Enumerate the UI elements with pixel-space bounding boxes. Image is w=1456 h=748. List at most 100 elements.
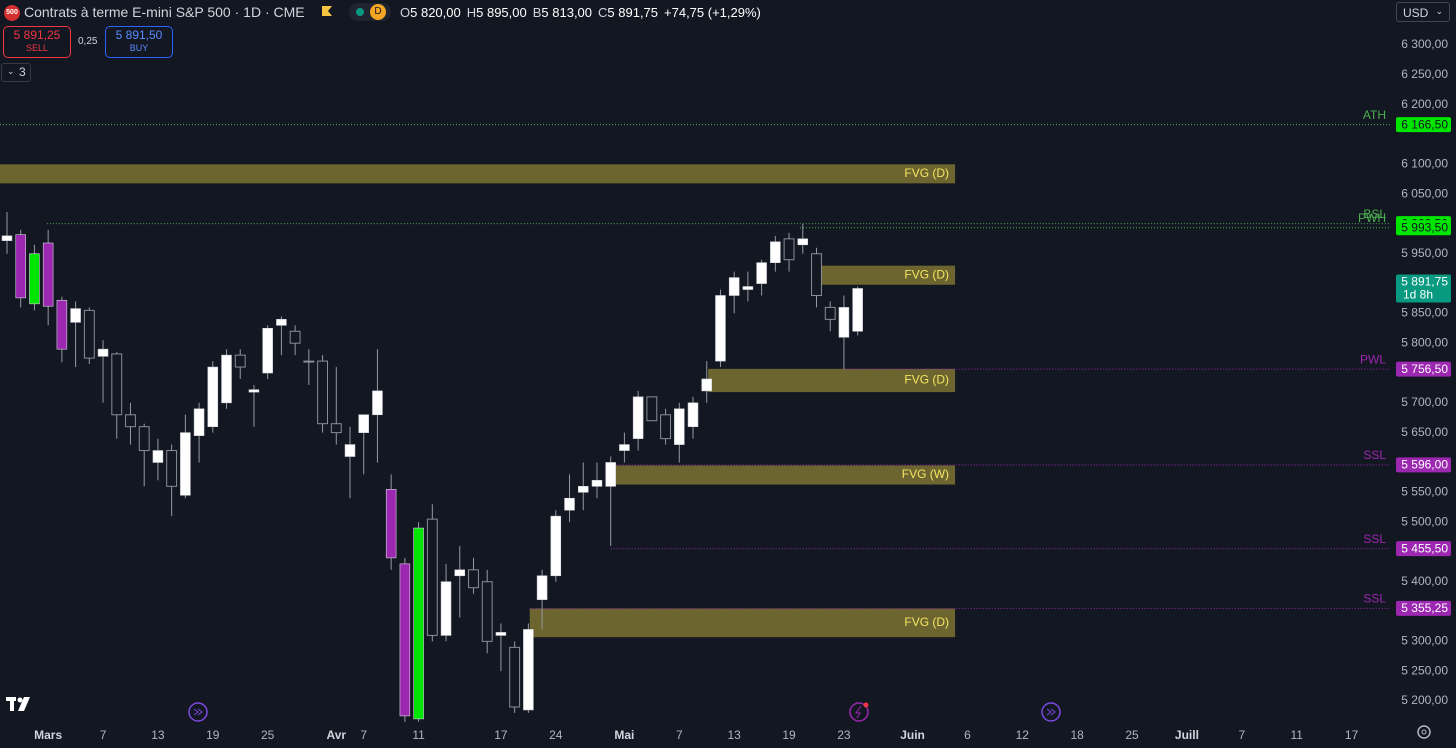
candle-body bbox=[358, 414, 369, 433]
status-pill: D bbox=[349, 3, 391, 21]
level-name: SSL bbox=[1363, 532, 1386, 546]
event-icon[interactable] bbox=[188, 702, 208, 722]
candles bbox=[1, 212, 863, 722]
x-tick-label: 25 bbox=[1125, 728, 1139, 742]
candle-body bbox=[29, 253, 40, 305]
candle-body bbox=[660, 414, 672, 440]
session-badge: D bbox=[370, 4, 386, 20]
x-tick-label: 7 bbox=[1238, 728, 1245, 742]
candle-body bbox=[221, 354, 232, 404]
candle-body bbox=[852, 288, 863, 332]
chevron: ⌄ bbox=[7, 66, 15, 76]
candle-body bbox=[111, 353, 123, 416]
settings-icon[interactable] bbox=[1417, 725, 1431, 739]
candle-body bbox=[193, 408, 205, 436]
spread: 0,25 bbox=[78, 36, 98, 47]
x-tick-label: 25 bbox=[261, 728, 275, 742]
candle-body bbox=[578, 486, 589, 493]
candle-body bbox=[536, 575, 548, 600]
candle-body bbox=[70, 308, 81, 323]
y-tick-label: 5 400,00 bbox=[1401, 574, 1448, 588]
x-tick-label: Mai bbox=[614, 728, 634, 742]
fvg-label: FVG (D) bbox=[904, 615, 949, 629]
event-icon[interactable] bbox=[1041, 702, 1061, 722]
candle-body bbox=[372, 390, 383, 416]
level-tag bbox=[1396, 600, 1451, 616]
countdown-label: 1d 8h bbox=[1403, 288, 1433, 302]
y-tick-label: 5 700,00 bbox=[1401, 395, 1448, 409]
x-tick-label: Mars bbox=[34, 728, 62, 742]
y-tick-label: 5 950,00 bbox=[1401, 246, 1448, 260]
candle-body bbox=[742, 286, 754, 290]
candle-body bbox=[1, 235, 13, 241]
tv-logo bbox=[6, 697, 30, 711]
current-price-tag bbox=[1396, 274, 1451, 303]
candle-body bbox=[454, 569, 466, 577]
candle-body bbox=[276, 319, 287, 326]
y-tick-label: 5 200,00 bbox=[1401, 693, 1448, 707]
candle-body bbox=[207, 366, 219, 427]
candle-body bbox=[344, 444, 356, 457]
level-tag bbox=[1396, 541, 1451, 557]
x-tick-label: 12 bbox=[1016, 728, 1030, 742]
buy-button[interactable]: 5 891,50 BUY bbox=[105, 26, 173, 58]
sell-price: 5 891,25 bbox=[13, 28, 61, 42]
level-tag bbox=[1396, 361, 1451, 377]
x-tick-label: Avr bbox=[326, 728, 346, 742]
candle-body bbox=[317, 360, 329, 425]
candle-body bbox=[687, 402, 699, 427]
candle-body bbox=[413, 527, 424, 720]
candle-body bbox=[234, 354, 246, 368]
sell-text: SELL bbox=[25, 43, 49, 53]
legend-key: B bbox=[532, 5, 542, 20]
candle-body bbox=[564, 497, 575, 511]
symbol-badge: 500 bbox=[4, 5, 20, 21]
candle-body bbox=[138, 426, 150, 452]
x-tick-label: Juill bbox=[1175, 728, 1199, 742]
candle-body bbox=[385, 489, 397, 559]
level-tag-label: 6 166,50 bbox=[1401, 117, 1448, 131]
candle-body bbox=[262, 327, 273, 374]
sell-button[interactable]: 5 891,25 SELL bbox=[3, 26, 71, 58]
chevron: ⌄ bbox=[1435, 6, 1443, 16]
legend-key: H bbox=[466, 5, 477, 20]
x-tick-label: 7 bbox=[360, 728, 367, 742]
fvg-box bbox=[708, 368, 956, 393]
level-tag-label: 5 756,50 bbox=[1401, 362, 1448, 376]
legend-key: C bbox=[598, 5, 608, 20]
fvg-layer: FVG (D) FVG (D) FVG (D) FVG (W) FVG (D) bbox=[0, 164, 956, 638]
currency-button[interactable]: USD ⌄ bbox=[1396, 2, 1450, 22]
candle-body bbox=[83, 309, 95, 359]
x-tick-label: 24 bbox=[549, 728, 563, 742]
candle-body bbox=[646, 396, 658, 422]
y-tick-label: 6 250,00 bbox=[1401, 67, 1448, 81]
candle-body bbox=[125, 414, 136, 428]
flag-icon[interactable] bbox=[322, 6, 332, 16]
y-tick-label: 5 250,00 bbox=[1401, 663, 1448, 677]
candle-body bbox=[550, 515, 562, 577]
candle-body bbox=[838, 307, 850, 338]
x-tick-label: 13 bbox=[727, 728, 741, 742]
indicators-toggle[interactable]: ⌄ 3 bbox=[1, 63, 31, 82]
ohlc-legend: O5 820,00 H5 895,00 B5 813,00 C5 891,75 +74,… bbox=[400, 5, 761, 20]
level-name: BSL bbox=[1363, 207, 1386, 221]
candle-body bbox=[770, 241, 781, 263]
symbol-title[interactable]: Contrats à terme E-mini S&P 500 · 1D · C… bbox=[24, 4, 305, 20]
x-tick-label: 19 bbox=[782, 728, 796, 742]
legend-change: +74,75 (+1,29%) bbox=[664, 5, 761, 20]
event-icon[interactable] bbox=[849, 702, 869, 722]
fvg-box bbox=[610, 465, 956, 485]
level-name: SSL bbox=[1363, 448, 1386, 462]
y-tick-label: 6 050,00 bbox=[1401, 186, 1448, 200]
x-tick-label: 17 bbox=[494, 728, 508, 742]
candle-body bbox=[303, 360, 315, 363]
candle-body bbox=[756, 262, 767, 284]
level-name: ATH bbox=[1363, 108, 1386, 122]
fvg-box bbox=[529, 608, 956, 638]
y-tick-label: 6 100,00 bbox=[1401, 156, 1448, 170]
indicator-count: 3 bbox=[19, 65, 26, 79]
status-dot bbox=[356, 8, 364, 16]
candle-body bbox=[399, 563, 411, 717]
candle-body bbox=[468, 569, 479, 589]
